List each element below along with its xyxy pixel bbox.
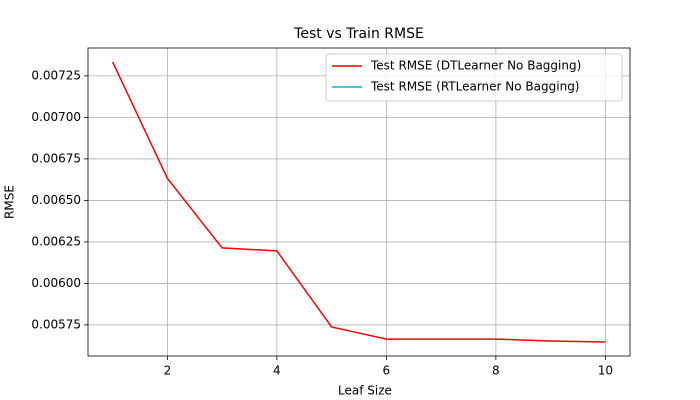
data-line <box>111 61 606 343</box>
y-tick-label: 0.00625 <box>31 234 81 248</box>
x-axis-label: Leaf Size <box>338 384 392 398</box>
legend-label: Test RMSE (RTLearner No Bagging) <box>370 80 580 94</box>
legend-label: Test RMSE (DTLearner No Bagging) <box>370 59 581 73</box>
legend-box <box>325 53 623 102</box>
y-tick-label: 0.00650 <box>31 193 81 207</box>
x-tick-label: 2 <box>164 364 172 378</box>
y-tick-label: 0.00725 <box>31 68 81 82</box>
chart-title: Test vs Train RMSE <box>293 26 424 42</box>
plot-frame <box>87 47 631 357</box>
x-tick-label: 10 <box>598 364 613 378</box>
y-tick-label: 0.00700 <box>31 110 81 124</box>
x-tick-label: 8 <box>492 364 500 378</box>
x-tick-label: 4 <box>273 364 281 378</box>
y-tick-label: 0.00675 <box>31 151 81 165</box>
y-axis-label: RMSE <box>3 185 17 219</box>
y-tick-label: 0.00600 <box>31 276 81 290</box>
y-tick-label: 0.00575 <box>31 317 81 331</box>
x-tick-label: 6 <box>383 364 391 378</box>
